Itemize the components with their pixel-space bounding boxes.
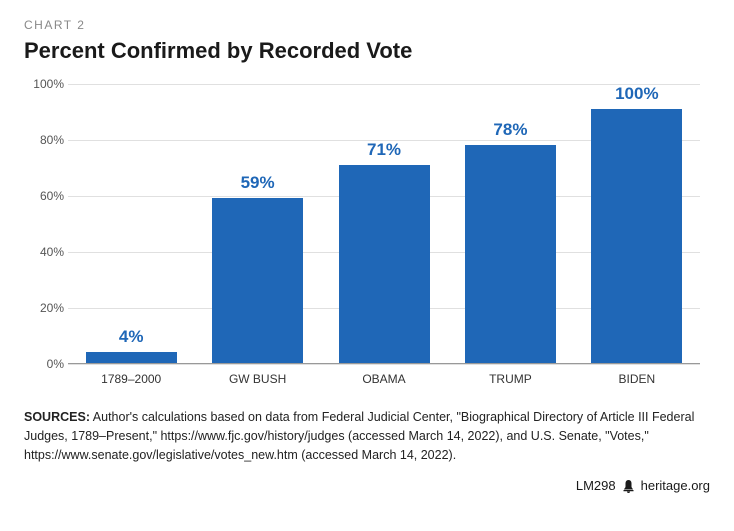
bar-slot: 71% (321, 84, 447, 363)
plot-area: 0%20%40%60%80%100% 4%59%71%78%100% (68, 84, 700, 364)
bar (212, 198, 303, 363)
chart-title: Percent Confirmed by Recorded Vote (24, 38, 710, 64)
bar (591, 109, 682, 363)
x-axis-label: 1789–2000 (68, 372, 194, 386)
bell-icon (622, 479, 635, 493)
chart-number-label: CHART 2 (24, 18, 710, 32)
bar (465, 145, 556, 363)
bar-value-label: 100% (615, 84, 658, 104)
bar-value-label: 4% (119, 327, 144, 347)
y-tick-label: 100% (33, 77, 64, 91)
y-tick-label: 40% (40, 245, 64, 259)
y-axis: 0%20%40%60%80%100% (24, 84, 68, 364)
x-axis-labels: 1789–2000GW BUSHOBAMATRUMPBIDEN (68, 372, 700, 386)
x-axis-label: TRUMP (447, 372, 573, 386)
x-axis-label: GW BUSH (194, 372, 320, 386)
bar-slot: 100% (574, 84, 700, 363)
bars-area: 4% 59% 71% 78% 100% (68, 84, 700, 364)
bar (339, 165, 430, 363)
y-tick-label: 80% (40, 133, 64, 147)
sources-text: SOURCES: Author's calculations based on … (24, 408, 710, 464)
footer-site: heritage.org (641, 478, 710, 493)
sources-body: Author's calculations based on data from… (24, 410, 694, 462)
footer-code: LM298 (576, 478, 616, 493)
y-tick-label: 60% (40, 189, 64, 203)
bar-value-label: 59% (241, 173, 275, 193)
y-tick-label: 0% (47, 357, 64, 371)
bar-value-label: 78% (493, 120, 527, 140)
sources-label: SOURCES: (24, 410, 90, 424)
bar (86, 352, 177, 363)
bar-slot: 4% (68, 84, 194, 363)
bar-slot: 78% (447, 84, 573, 363)
x-axis-label: OBAMA (321, 372, 447, 386)
bar-slot: 59% (194, 84, 320, 363)
footer: LM298 heritage.org (24, 478, 710, 493)
y-tick-label: 20% (40, 301, 64, 315)
grid-line (68, 364, 700, 365)
bar-value-label: 71% (367, 140, 401, 160)
x-axis-label: BIDEN (574, 372, 700, 386)
